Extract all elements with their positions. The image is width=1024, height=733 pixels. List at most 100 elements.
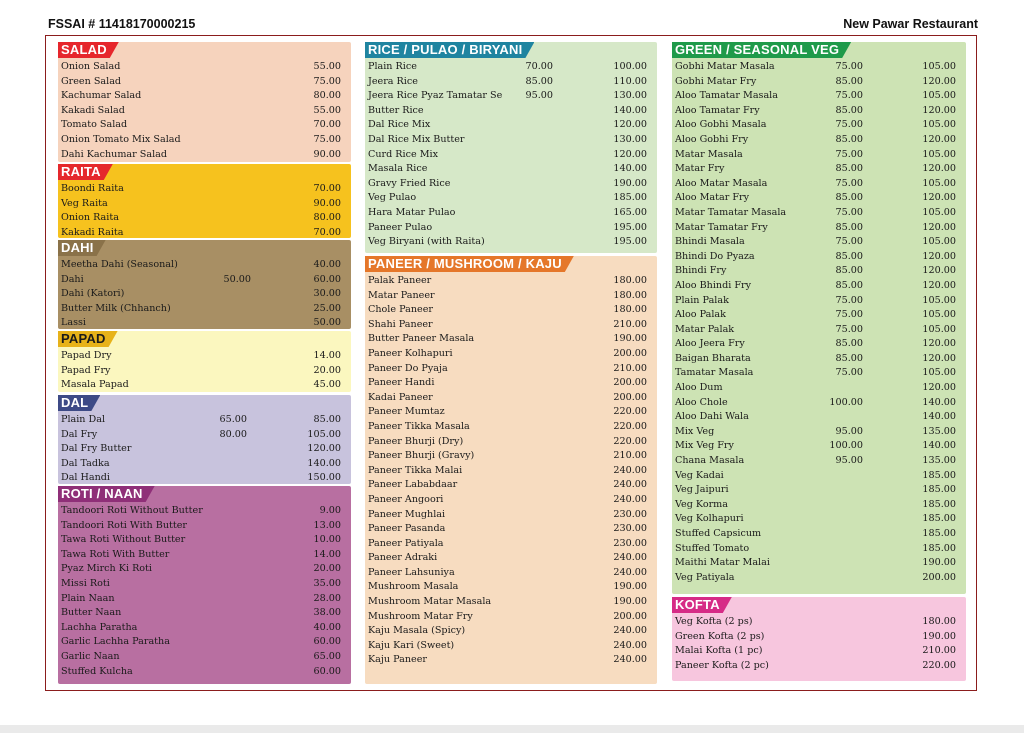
full-price: 120.00 [922, 279, 956, 291]
item-name: Paneer Bhurji (Gravy) [368, 450, 475, 462]
full-price: 75.00 [313, 75, 341, 87]
full-price: 75.00 [313, 133, 341, 145]
full-price: 130.00 [613, 133, 647, 145]
full-price: 10.00 [313, 534, 341, 546]
item-name: Paneer Tikka Malai [368, 464, 463, 476]
item-name: Matar Fry [675, 163, 725, 175]
item-name: Lassi [61, 317, 87, 329]
menu-item: Veg Kolhapuri 185.00 [675, 512, 956, 527]
item-name: Masala Rice [368, 163, 428, 175]
full-price: 80.00 [313, 212, 341, 224]
half-price: 85.00 [835, 133, 863, 145]
item-name: Butter Milk (Chhanch) [61, 302, 171, 314]
menu-item: Gobhi Matar Fry 85.00 120.00 [675, 75, 956, 90]
menu-item: Mushroom Matar Fry 200.00 [368, 610, 647, 625]
full-price: 140.00 [922, 396, 956, 408]
full-price: 220.00 [922, 659, 956, 671]
item-name: Matar Palak [675, 323, 735, 335]
item-list: Onion Salad 55.00 Green Salad 75.00 Kachumar… [61, 60, 341, 162]
item-name: Green Salad [61, 75, 122, 87]
full-price: 35.00 [313, 577, 341, 589]
item-name: Garlic Naan [61, 650, 120, 662]
menu-item: Onion Tomato Mix Salad 75.00 [61, 133, 341, 148]
menu-item: Matar Tamatar Masala 75.00 105.00 [675, 206, 956, 221]
section-title-green: GREEN / SEASONAL VEG [672, 42, 851, 58]
section-title-salad: SALAD [58, 42, 119, 58]
menu-item: Papad Dry 14.00 [61, 349, 341, 364]
item-name: Tomato Salad [61, 119, 128, 131]
item-name: Aloo Bhindi Fry [675, 279, 751, 291]
full-price: 190.00 [922, 630, 956, 642]
menu-item: Plain Rice 70.00 100.00 [368, 60, 647, 75]
menu-item: Matar Masala 75.00 105.00 [675, 148, 956, 163]
full-price: 105.00 [922, 90, 956, 102]
half-price: 85.00 [835, 75, 863, 87]
full-price: 185.00 [922, 484, 956, 496]
item-name: Matar Masala [675, 148, 743, 160]
item-name: Papad Fry [61, 364, 111, 376]
item-name: Paneer Angoori [368, 493, 444, 505]
item-name: Tandoori Roti With Butter [61, 519, 187, 531]
half-price: 75.00 [835, 119, 863, 131]
section-title-dahi: DAHI [58, 240, 106, 256]
full-price: 45.00 [313, 379, 341, 391]
menu-item: Jeera Rice 85.00 110.00 [368, 75, 647, 90]
item-name: Mix Veg Fry [675, 440, 734, 452]
section-title-dal: DAL [58, 395, 100, 411]
item-name: Paneer Mumtaz [368, 406, 445, 418]
item-name: Paneer Pasanda [368, 523, 446, 535]
item-list: Papad Dry 14.00 Papad Fry 20.00 Masala Papad… [61, 349, 341, 393]
item-list: Gobhi Matar Masala 75.00 105.00 Gobhi Matar… [675, 60, 956, 585]
full-price: 240.00 [613, 464, 647, 476]
item-name: Stuffed Kulcha [61, 665, 133, 677]
full-price: 105.00 [307, 428, 341, 440]
menu-item: Gobhi Matar Masala 75.00 105.00 [675, 60, 956, 75]
item-name: Plain Naan [61, 592, 115, 604]
item-name: Mushroom Masala [368, 581, 459, 593]
menu-item: Mix Veg Fry 100.00 140.00 [675, 439, 956, 454]
full-price: 50.00 [313, 317, 341, 329]
menu-item: Aloo Dum 120.00 [675, 381, 956, 396]
menu-item: Aloo Matar Masala 75.00 105.00 [675, 177, 956, 192]
item-name: Baigan Bharata [675, 352, 751, 364]
menu-item: Paneer Do Pyaja 210.00 [368, 362, 647, 377]
item-name: Mushroom Matar Fry [368, 610, 473, 622]
full-price: 60.00 [313, 636, 341, 648]
menu-item: Veg Kofta (2 ps) 180.00 [675, 615, 956, 630]
item-name: Mix Veg [675, 425, 715, 437]
full-price: 185.00 [922, 513, 956, 525]
item-name: Papad Dry [61, 350, 112, 361]
menu-item: Dal Handi 150.00 [61, 471, 341, 486]
menu-item: Paneer Patiyala 230.00 [368, 537, 647, 552]
full-price: 180.00 [613, 304, 647, 316]
menu-item: Tawa Roti Without Butter 10.00 [61, 533, 341, 548]
full-price: 240.00 [613, 625, 647, 637]
menu-item: Butter Rice 140.00 [368, 104, 647, 119]
menu-item: Shahi Paneer 210.00 [368, 318, 647, 333]
section-kofta: KOFTA Veg Kofta (2 ps) 180.00 Green Kofta (… [672, 597, 966, 681]
item-name: Kadai Paneer [368, 391, 433, 403]
half-price: 75.00 [835, 323, 863, 335]
item-name: Garlic Lachha Paratha [61, 636, 170, 648]
item-name: Tawa Roti With Butter [61, 548, 170, 560]
menu-item: Tomato Salad 70.00 [61, 118, 341, 133]
menu-item: Dahi Kachumar Salad 90.00 [61, 148, 341, 163]
menu-item: Dal Tadka 140.00 [61, 457, 341, 472]
menu-item: Kadai Paneer 200.00 [368, 391, 647, 406]
menu-item: Dal Fry 80.00 105.00 [61, 428, 341, 443]
full-price: 200.00 [613, 347, 647, 359]
full-price: 105.00 [922, 367, 956, 379]
full-price: 70.00 [313, 119, 341, 131]
item-name: Kachumar Salad [61, 90, 142, 102]
item-list: Meetha Dahi (Seasonal) 40.00 Dahi 50.00 60.0… [61, 258, 341, 331]
menu-item: Veg Jaipuri 185.00 [675, 483, 956, 498]
item-name: Butter Rice [368, 104, 424, 116]
section-salad: SALAD Onion Salad 55.00 Green Salad 75.00 Kac… [58, 42, 351, 162]
item-name: Shahi Paneer [368, 318, 433, 330]
full-price: 195.00 [613, 221, 647, 233]
full-price: 200.00 [613, 610, 647, 622]
full-price: 120.00 [922, 221, 956, 233]
section-dal: DAL Plain Dal 65.00 85.00 Dal Fry 80.00 105.00… [58, 395, 351, 484]
menu-item: Kachumar Salad 80.00 [61, 89, 341, 104]
full-price: 120.00 [922, 250, 956, 262]
